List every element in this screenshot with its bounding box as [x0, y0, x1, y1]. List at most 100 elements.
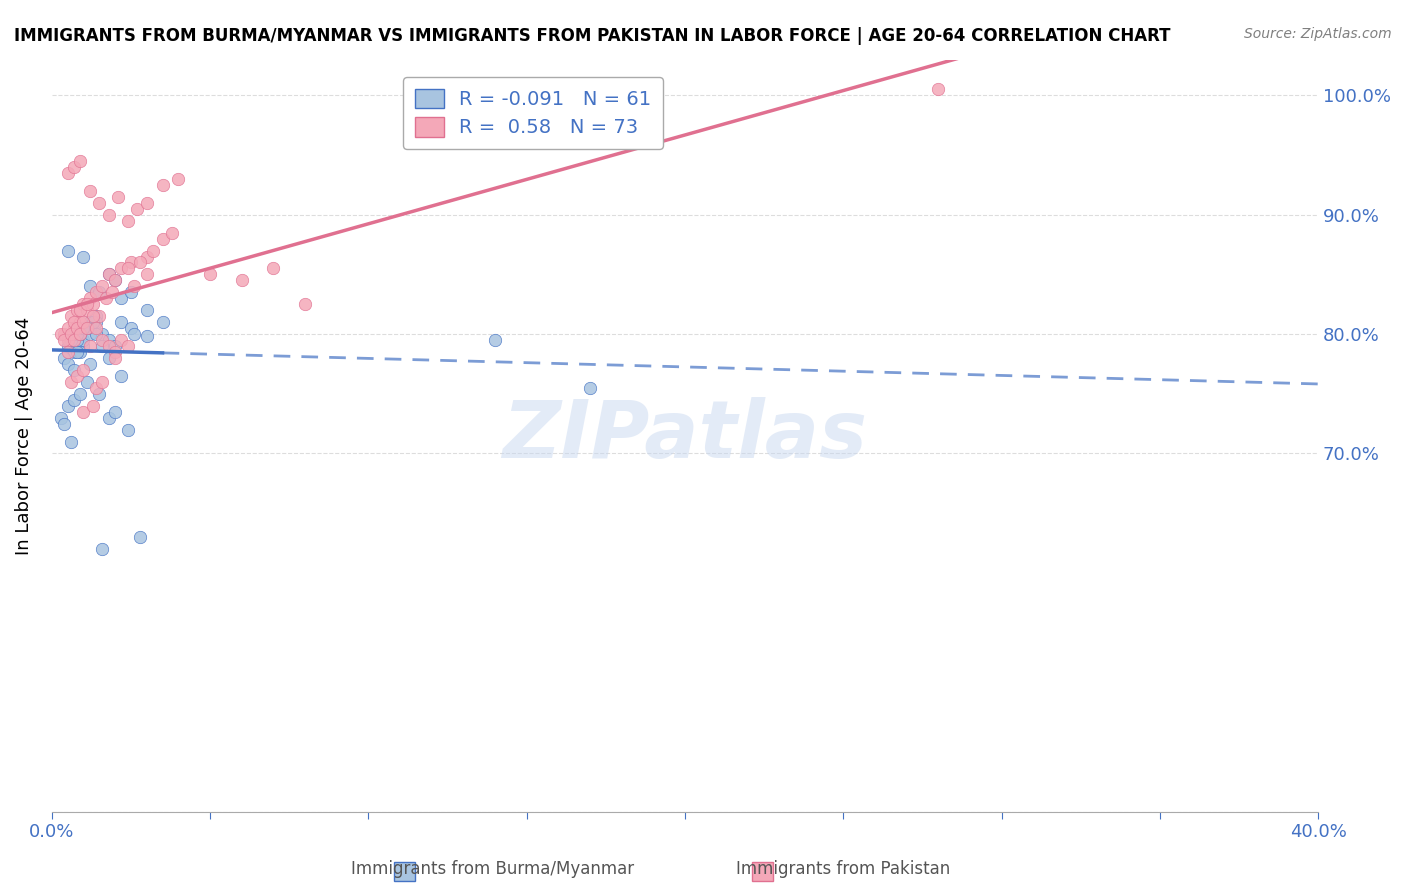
Point — [76, 297, 98, 311]
Point — [72, 333, 94, 347]
Point — [84, 285, 107, 300]
Point — [97, 208, 120, 222]
Point — [91, 279, 114, 293]
Point — [82, 297, 104, 311]
Point — [104, 345, 127, 359]
Point — [89, 386, 111, 401]
Point — [76, 375, 98, 389]
Point — [89, 195, 111, 210]
Point — [76, 321, 98, 335]
Point — [84, 381, 107, 395]
Point — [56, 345, 79, 359]
Point — [66, 333, 89, 347]
Point — [69, 327, 91, 342]
Point — [122, 327, 145, 342]
Point — [76, 303, 98, 318]
Point — [69, 315, 91, 329]
Text: Immigrants from Burma/Myanmar: Immigrants from Burma/Myanmar — [350, 860, 634, 878]
Point — [110, 291, 132, 305]
Point — [117, 213, 139, 227]
Point — [152, 178, 174, 192]
Point — [198, 268, 221, 282]
Point — [579, 381, 602, 395]
Point — [91, 375, 114, 389]
Point — [82, 315, 104, 329]
Point — [51, 410, 73, 425]
Point — [107, 190, 129, 204]
Point — [63, 315, 86, 329]
Point — [79, 184, 101, 198]
Point — [69, 327, 91, 342]
Point — [91, 327, 114, 342]
Legend: R = -0.091   N = 61, R =  0.58   N = 73: R = -0.091 N = 61, R = 0.58 N = 73 — [404, 77, 664, 149]
Point — [104, 273, 127, 287]
Text: Immigrants from Pakistan: Immigrants from Pakistan — [737, 860, 950, 878]
Point — [53, 327, 76, 342]
Point — [59, 309, 82, 323]
Point — [97, 268, 120, 282]
Point — [63, 363, 86, 377]
Point — [72, 321, 94, 335]
Point — [66, 345, 89, 359]
Point — [72, 297, 94, 311]
Point — [129, 530, 152, 544]
Point — [82, 309, 104, 323]
Point — [97, 268, 120, 282]
Point — [167, 172, 190, 186]
Point — [72, 315, 94, 329]
Point — [56, 399, 79, 413]
Point — [59, 333, 82, 347]
Point — [56, 244, 79, 258]
Point — [79, 321, 101, 335]
Text: ZIPatlas: ZIPatlas — [502, 397, 868, 475]
Point — [66, 303, 89, 318]
Point — [79, 357, 101, 371]
Point — [104, 339, 127, 353]
Point — [152, 315, 174, 329]
Point — [59, 327, 82, 342]
Point — [72, 339, 94, 353]
Point — [135, 329, 157, 343]
Point — [135, 195, 157, 210]
Point — [135, 268, 157, 282]
Point — [110, 368, 132, 383]
Point — [91, 541, 114, 556]
Point — [160, 226, 183, 240]
Point — [104, 351, 127, 365]
Point — [59, 327, 82, 342]
Point — [63, 345, 86, 359]
Point — [89, 285, 111, 300]
Point — [76, 321, 98, 335]
Point — [53, 351, 76, 365]
Point — [53, 333, 76, 347]
Point — [135, 303, 157, 318]
Point — [91, 333, 114, 347]
Point — [63, 333, 86, 347]
Point — [56, 333, 79, 347]
Point — [122, 279, 145, 293]
Point — [120, 321, 142, 335]
Point — [56, 357, 79, 371]
Point — [84, 309, 107, 323]
Point — [56, 321, 79, 335]
Point — [97, 410, 120, 425]
Point — [59, 375, 82, 389]
Point — [135, 250, 157, 264]
Point — [51, 327, 73, 342]
Point — [97, 351, 120, 365]
Point — [110, 333, 132, 347]
Point — [117, 423, 139, 437]
Point — [129, 255, 152, 269]
Point — [927, 82, 949, 96]
Point — [79, 291, 101, 305]
Point — [110, 315, 132, 329]
Point — [89, 309, 111, 323]
Point — [66, 327, 89, 342]
Point — [69, 386, 91, 401]
Point — [97, 339, 120, 353]
Point — [231, 273, 253, 287]
Point — [84, 315, 107, 329]
Point — [72, 250, 94, 264]
Point — [66, 327, 89, 342]
Point — [72, 321, 94, 335]
